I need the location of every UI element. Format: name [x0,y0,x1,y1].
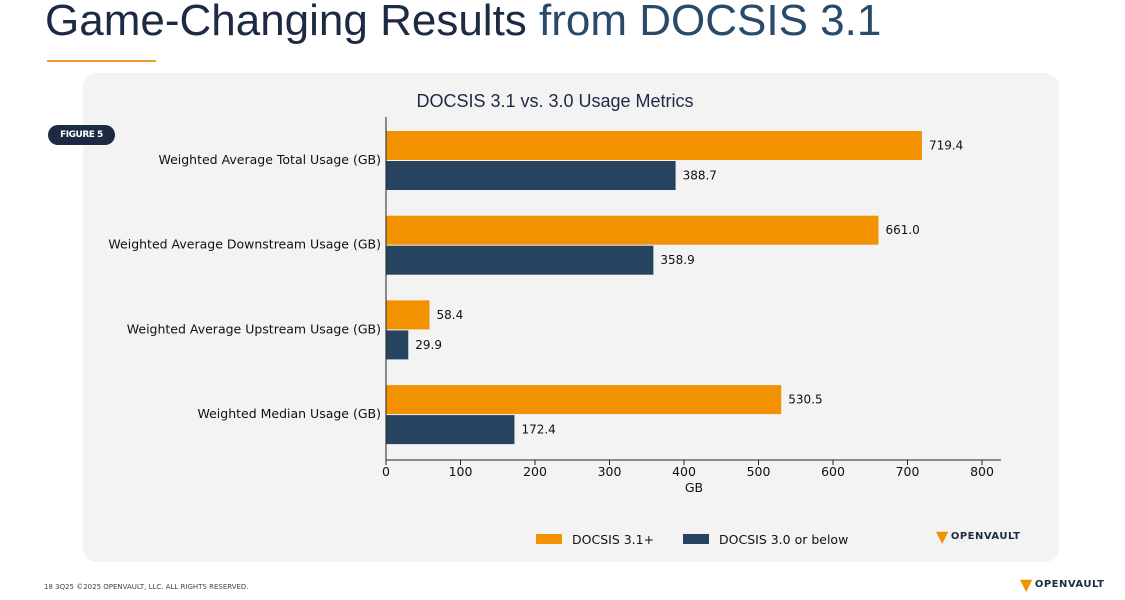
x-tick-label: 300 [598,464,622,479]
legend-label: DOCSIS 3.0 or below [719,532,848,547]
chart-logo: ▼ OPENVAULT [936,527,1021,546]
data-label: 358.9 [660,253,694,267]
category-label: Weighted Average Upstream Usage (GB) [127,321,381,336]
category-label: Weighted Average Downstream Usage (GB) [108,237,381,252]
legend-swatch [683,534,709,544]
data-label: 530.5 [788,393,822,407]
openvault-logo-icon: ▼ [1020,575,1033,594]
x-tick-label: 400 [672,464,696,479]
data-label: 29.9 [415,338,442,352]
x-axis-label: GB [685,480,703,495]
legend-label: DOCSIS 3.1+ [572,532,654,547]
page-title: Game-Changing Results from DOCSIS 3.1 [45,0,882,45]
data-label: 661.0 [885,223,919,237]
x-tick-label: 0 [382,464,390,479]
x-tick-label: 100 [449,464,473,479]
bar [386,385,782,415]
chart-title: DOCSIS 3.1 vs. 3.0 Usage Metrics [416,91,693,111]
figure-badge: FIGURE 5 [48,125,115,145]
bar [386,245,654,275]
footer-text: 18 3Q25 ©2025 OPENVAULT, LLC. ALL RIGHTS… [44,583,249,591]
x-tick-label: 600 [821,464,845,479]
bar [386,415,515,445]
category-label: Weighted Median Usage (GB) [197,406,381,421]
bar [386,161,676,190]
bar [386,131,922,160]
legend-swatch [536,534,562,544]
data-label: 58.4 [437,308,464,322]
x-tick-label: 500 [747,464,771,479]
bar [386,300,430,330]
bar [386,215,879,245]
title-underline [47,60,156,62]
openvault-logo-icon: ▼ [936,527,949,546]
category-label: Weighted Average Total Usage (GB) [158,152,381,167]
x-tick-label: 200 [523,464,547,479]
data-label: 719.4 [929,139,963,153]
x-tick-label: 700 [896,464,920,479]
x-tick-label: 800 [970,464,994,479]
data-label: 172.4 [521,423,555,437]
bar [386,330,409,360]
footer-logo: ▼ OPENVAULT [1020,575,1105,594]
data-label: 388.7 [683,169,717,183]
